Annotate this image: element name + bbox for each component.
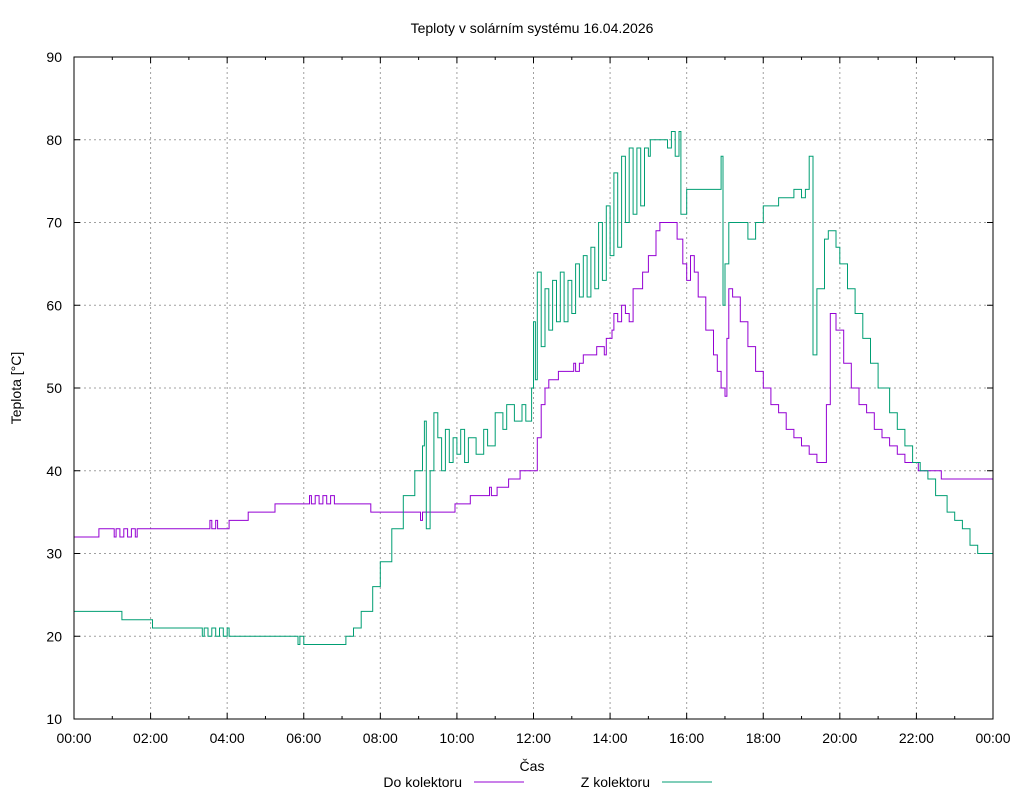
y-tick-label: 20 (46, 628, 62, 644)
plot-series (74, 131, 994, 645)
x-tick-label: 00:00 (56, 730, 91, 746)
y-tick-label: 60 (46, 297, 62, 313)
y-tick-label: 10 (46, 711, 62, 727)
x-tick-label: 00:00 (975, 730, 1010, 746)
grid-lines (74, 57, 993, 719)
y-tick-label: 30 (46, 546, 62, 562)
y-tick-label: 70 (46, 215, 62, 231)
x-tick-label: 18:00 (746, 730, 781, 746)
x-tick-label: 06:00 (286, 730, 321, 746)
series-line-z-kolektoru (74, 131, 994, 645)
x-tick-label: 04:00 (210, 730, 245, 746)
x-tick-label: 22:00 (899, 730, 934, 746)
legend-label: Z kolektoru (581, 774, 650, 790)
x-tick-label: 14:00 (593, 730, 628, 746)
x-axis: 00:00 02:00 04:00 06:00 08:00 10:00 12:00 14:00… (56, 57, 1011, 746)
legend-label: Do kolektoru (383, 774, 462, 790)
y-axis-label: Teplota [°C] (8, 352, 24, 425)
series-line-do-kolektoru (74, 222, 994, 538)
x-tick-label: 20:00 (822, 730, 857, 746)
plot-frame (73, 56, 994, 720)
y-tick-label: 80 (46, 132, 62, 148)
x-axis-label: Čas (520, 758, 545, 774)
chart-title: Teploty v solárním systému 16.04.2026 (411, 20, 654, 36)
legend: Do kolektoru Z kolektoru (383, 774, 712, 790)
y-axis: 10 20 30 40 50 60 70 80 90 (46, 49, 993, 727)
x-tick-label: 08:00 (363, 730, 398, 746)
y-tick-label: 50 (46, 380, 62, 396)
y-tick-label: 40 (46, 463, 62, 479)
x-tick-label: 10:00 (439, 730, 474, 746)
y-tick-label: 90 (46, 49, 62, 65)
x-tick-label: 12:00 (516, 730, 551, 746)
x-tick-label: 16:00 (669, 730, 704, 746)
x-tick-label: 02:00 (133, 730, 168, 746)
